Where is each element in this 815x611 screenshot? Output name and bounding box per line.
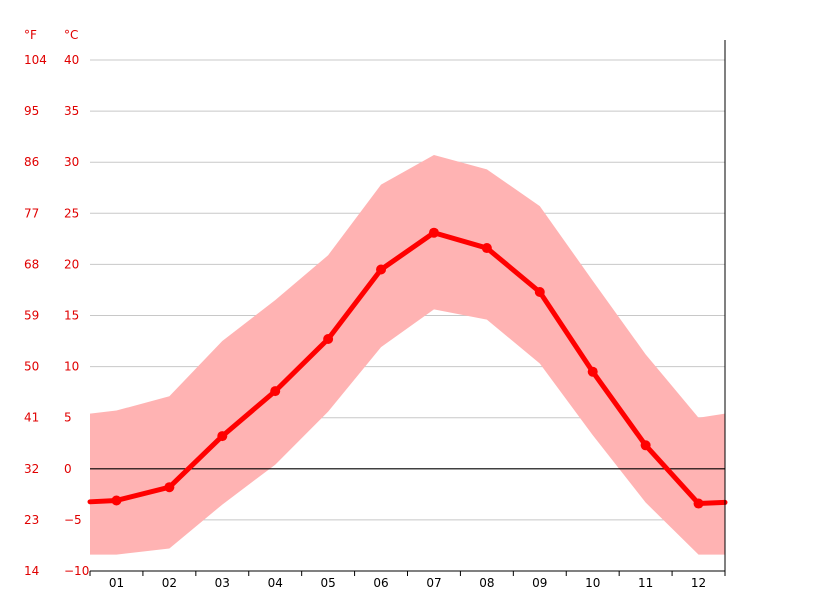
fahrenheit-unit-label: °F: [24, 28, 37, 42]
y-tick-celsius: 30: [64, 155, 79, 169]
axis-frame: [90, 40, 726, 572]
data-point-10: [587, 366, 598, 377]
y-tick-celsius: 25: [64, 206, 79, 220]
mean-temperature-line: [87, 230, 728, 507]
y-tick-celsius: −5: [64, 513, 82, 527]
y-tick-celsius: 40: [64, 53, 79, 67]
x-tick-labels: 01 02 03 04 05 06 07 08 09 10 11 12: [89, 571, 726, 590]
celsius-unit-label: °C: [64, 28, 78, 42]
data-point-02: [164, 482, 175, 493]
data-point-03: [217, 431, 228, 442]
y-tick-celsius: 10: [64, 360, 79, 374]
y-tick-fahrenheit: 50: [24, 360, 39, 374]
y-tick-fahrenheit: 32: [24, 462, 39, 476]
y-tick-fahrenheit: 68: [24, 257, 39, 271]
x-tick-label: 10: [585, 576, 600, 590]
y-tick-fahrenheit: 14: [24, 564, 39, 578]
y-tick-fahrenheit: 41: [24, 411, 39, 425]
x-tick-label: 05: [320, 576, 335, 590]
y-tick-celsius: −10: [64, 564, 89, 578]
x-tick-label: 12: [691, 576, 706, 590]
y-tick-celsius: 35: [64, 104, 79, 118]
data-point-12: [693, 498, 704, 509]
y-tick-fahrenheit: 59: [24, 309, 39, 323]
temperature-range-band: [90, 155, 725, 555]
x-tick-label: 02: [162, 576, 177, 590]
y-tick-fahrenheit: 86: [24, 155, 39, 169]
x-tick-label: 11: [638, 576, 653, 590]
x-tick-label: 04: [268, 576, 283, 590]
x-tick-label: 03: [215, 576, 230, 590]
y-tick-fahrenheit: 77: [24, 206, 39, 220]
data-point-05: [323, 334, 334, 345]
data-point-04: [270, 386, 281, 397]
data-point-01: [111, 495, 122, 506]
temperature-range-band-layer: [90, 155, 725, 555]
data-point-11: [640, 440, 651, 451]
x-tick-label: 08: [479, 576, 494, 590]
y-tick-celsius: 0: [64, 462, 72, 476]
x-tick-label: 07: [426, 576, 441, 590]
data-point-07: [428, 227, 439, 238]
data-point-08: [481, 243, 492, 254]
y-tick-labels: 40 104 35 95 30 86 25 77 20 68 15 59 10 50 5 41 0 32 −5 23 −…: [24, 53, 89, 578]
x-tick-label: 01: [109, 576, 124, 590]
data-point-06: [376, 264, 387, 275]
x-tick-label: 06: [373, 576, 388, 590]
mean-temperature-line-layer: [87, 227, 728, 509]
y-tick-fahrenheit: 104: [24, 53, 47, 67]
data-point-09: [534, 286, 545, 297]
x-tick-label: 09: [532, 576, 547, 590]
y-tick-celsius: 5: [64, 411, 72, 425]
y-tick-fahrenheit: 95: [24, 104, 39, 118]
y-tick-celsius: 15: [64, 309, 79, 323]
y-tick-fahrenheit: 23: [24, 513, 39, 527]
y-tick-celsius: 20: [64, 257, 79, 271]
